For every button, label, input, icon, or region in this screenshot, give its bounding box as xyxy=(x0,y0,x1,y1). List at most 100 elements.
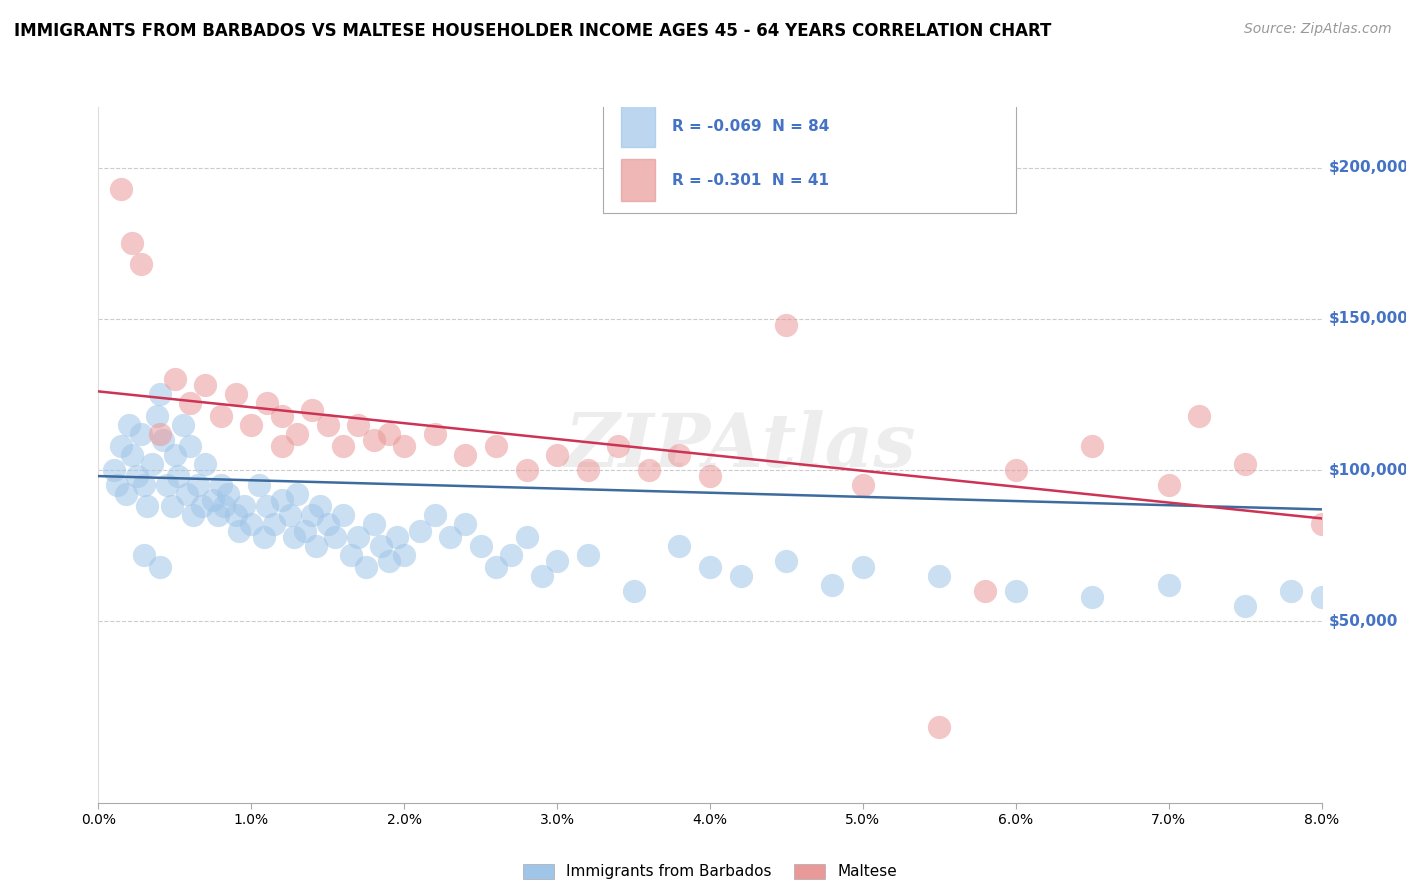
Point xyxy=(209,478,232,492)
Point xyxy=(145,409,167,423)
Point xyxy=(668,448,690,462)
Point xyxy=(607,439,630,453)
Point xyxy=(1157,478,1180,492)
Point xyxy=(301,402,323,417)
Point xyxy=(408,524,430,538)
Point xyxy=(110,439,132,453)
Point xyxy=(209,409,232,423)
Point xyxy=(179,439,201,453)
Point xyxy=(1188,409,1211,423)
Point xyxy=(454,448,477,462)
Point xyxy=(347,417,370,432)
Point xyxy=(730,569,752,583)
Point xyxy=(546,554,568,568)
Point xyxy=(270,409,294,423)
Point xyxy=(1004,463,1026,477)
Point xyxy=(285,426,308,441)
Point xyxy=(530,569,553,583)
Point xyxy=(202,493,225,508)
Point xyxy=(129,257,152,271)
Point xyxy=(225,387,247,401)
Point xyxy=(294,524,316,538)
Point xyxy=(821,578,844,592)
Point xyxy=(163,448,186,462)
Point xyxy=(225,508,247,523)
Point xyxy=(1081,590,1104,604)
Point xyxy=(301,508,323,523)
Point xyxy=(149,426,172,441)
Point xyxy=(501,548,523,562)
Point xyxy=(1157,578,1180,592)
Point xyxy=(270,493,294,508)
Point xyxy=(121,236,143,251)
Point xyxy=(256,500,278,514)
Point xyxy=(385,530,408,544)
Text: $150,000: $150,000 xyxy=(1329,311,1406,326)
Point xyxy=(392,548,416,562)
Point xyxy=(121,448,143,462)
Point xyxy=(623,584,645,599)
Point xyxy=(1081,439,1104,453)
Point xyxy=(363,433,385,447)
Text: ZIPAtlas: ZIPAtlas xyxy=(565,409,917,482)
Point xyxy=(125,469,148,483)
Point xyxy=(1234,599,1257,614)
Text: Source: ZipAtlas.com: Source: ZipAtlas.com xyxy=(1244,22,1392,37)
Point xyxy=(485,439,508,453)
Point xyxy=(160,500,183,514)
Point xyxy=(370,539,392,553)
Point xyxy=(181,508,204,523)
Point xyxy=(928,569,950,583)
Point xyxy=(332,508,354,523)
Point xyxy=(256,396,278,410)
Point xyxy=(852,559,875,574)
FancyBboxPatch shape xyxy=(603,98,1015,213)
Point xyxy=(699,559,721,574)
Point xyxy=(775,554,797,568)
Point xyxy=(270,439,294,453)
Legend: Immigrants from Barbados, Maltese: Immigrants from Barbados, Maltese xyxy=(517,857,903,886)
Point xyxy=(304,539,326,553)
Point xyxy=(149,559,172,574)
Point xyxy=(699,469,721,483)
Point xyxy=(546,448,568,462)
Bar xyxy=(621,159,655,202)
Point xyxy=(187,478,209,492)
Point xyxy=(423,426,446,441)
Point xyxy=(1310,590,1333,604)
Point xyxy=(1004,584,1026,599)
Point xyxy=(454,517,477,532)
Point xyxy=(928,720,950,734)
Point xyxy=(212,500,235,514)
Point xyxy=(325,530,347,544)
Point xyxy=(423,508,446,523)
Point xyxy=(152,433,174,447)
Point xyxy=(1279,584,1302,599)
Point xyxy=(439,530,461,544)
Point xyxy=(163,372,186,386)
Point xyxy=(1234,457,1257,471)
Point xyxy=(285,487,308,501)
Point xyxy=(110,182,132,196)
Point xyxy=(217,487,239,501)
Point xyxy=(852,478,875,492)
Point xyxy=(115,487,138,501)
Point xyxy=(207,508,229,523)
Point xyxy=(232,500,254,514)
Point xyxy=(191,500,214,514)
Point xyxy=(363,517,385,532)
Point xyxy=(252,530,274,544)
Point xyxy=(392,439,416,453)
Point xyxy=(228,524,250,538)
Text: IMMIGRANTS FROM BARBADOS VS MALTESE HOUSEHOLDER INCOME AGES 45 - 64 YEARS CORREL: IMMIGRANTS FROM BARBADOS VS MALTESE HOUS… xyxy=(14,22,1052,40)
Point xyxy=(332,439,354,453)
Point xyxy=(172,417,194,432)
Text: R = -0.301  N = 41: R = -0.301 N = 41 xyxy=(672,173,828,187)
Text: $50,000: $50,000 xyxy=(1329,614,1398,629)
Point xyxy=(347,530,370,544)
Point xyxy=(316,517,339,532)
Point xyxy=(637,463,661,477)
Point xyxy=(339,548,361,562)
Text: R = -0.069  N = 84: R = -0.069 N = 84 xyxy=(672,119,830,134)
Point xyxy=(141,457,163,471)
